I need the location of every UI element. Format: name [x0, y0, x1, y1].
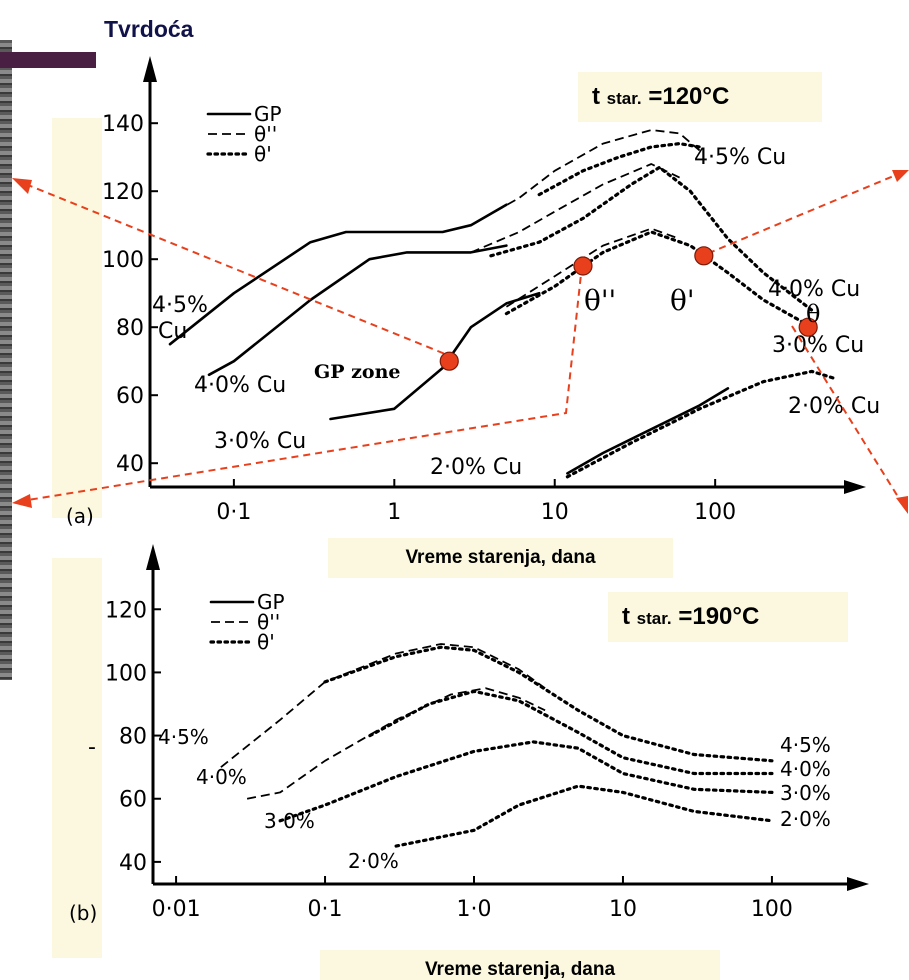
curve-label: 4·0% Cu — [194, 373, 286, 398]
y-tick-label: 80 — [116, 316, 144, 341]
annotation-theta: θ — [806, 300, 820, 328]
curve-label: 2·0% — [780, 807, 831, 831]
background-photo-strip — [0, 40, 12, 680]
series-line — [394, 784, 774, 848]
curve-label: 3·0% — [264, 809, 315, 833]
x-axis-arrowhead — [844, 480, 866, 494]
y-tick-label: 100 — [102, 248, 144, 273]
annotation-arrow-line — [696, 174, 897, 259]
y-tick-label: 60 — [116, 384, 144, 409]
series-line — [566, 387, 730, 475]
x-tick-label: 1 — [387, 500, 401, 525]
annotation-overlay: GP zone θ'' θ' θ — [12, 170, 909, 514]
annotation-arrowhead — [892, 170, 909, 182]
annotation-arrow-line — [791, 325, 901, 501]
annotation-arrowhead — [12, 178, 32, 194]
series-line — [220, 643, 546, 768]
legend-label: θ'' — [257, 610, 280, 634]
x-tick-label: 100 — [694, 500, 736, 525]
series-line — [537, 142, 702, 197]
phase-marker — [439, 351, 459, 371]
x-axis-label-b: Vreme starenja, dana — [320, 950, 720, 980]
phase-marker — [694, 246, 714, 266]
y-axis-arrowhead — [146, 544, 160, 570]
curve-label: 4·0% — [780, 757, 831, 781]
curve-label: 4·0% Cu — [768, 277, 860, 302]
x-tick-label: 1·0 — [457, 897, 492, 922]
series-line — [470, 129, 701, 226]
y-tick-label: 140 — [102, 112, 144, 137]
series-line — [489, 165, 814, 312]
panel-label: (a) — [66, 504, 94, 528]
x-tick-label: 0·1 — [308, 897, 343, 922]
series-line — [168, 203, 508, 346]
curve-label: 4·0% — [196, 765, 247, 789]
series-line — [329, 291, 541, 421]
chart-panel-b: 40 60 80 100 120 0·01 0·1 1·0 10 100 GPθ''θ' (b) 4·5… — [69, 544, 869, 925]
y-tick-label: 100 — [105, 661, 147, 686]
series-line — [278, 740, 774, 823]
series-line — [470, 163, 680, 254]
y-axis-highlight-b — [52, 558, 102, 958]
y-tick-label: 40 — [119, 851, 147, 876]
curve-label: 3·0% — [780, 781, 831, 805]
curve-label: 3·0% Cu — [214, 429, 306, 454]
annotation-arrow-line — [27, 184, 456, 359]
edge-mark: - — [88, 735, 96, 760]
curve-label: 2·0% — [348, 849, 399, 873]
x-axis-label-a: Vreme starenja, dana — [328, 538, 673, 578]
series-line — [246, 687, 546, 800]
annotation-theta-prime: θ' — [670, 284, 695, 317]
y-axis-arrowhead — [143, 56, 157, 82]
y-axis-highlight-a — [52, 118, 102, 518]
legend-label: GP — [254, 102, 282, 126]
y-tick-label: 40 — [116, 452, 144, 477]
annotation-arrowhead — [12, 494, 32, 508]
series-line — [323, 645, 774, 763]
curve-label: 3·0% Cu — [772, 333, 864, 358]
x-tick-label: 10 — [541, 500, 569, 525]
y-tick-label: 120 — [102, 180, 144, 205]
page-title: Tvrdoća — [104, 16, 194, 42]
panel-label: (b) — [69, 901, 97, 925]
title-underline-bar — [0, 52, 96, 68]
legend-label: θ'' — [254, 122, 277, 146]
curve-label: Cu — [158, 319, 187, 344]
curve-label: 4·5% — [152, 293, 208, 318]
annotation-arrow-line — [27, 264, 583, 501]
curve-label: 4·5% — [780, 733, 831, 757]
legend-label: θ' — [254, 142, 272, 166]
phase-marker — [798, 317, 818, 337]
temp-label-b: t star. =190°C — [608, 592, 848, 642]
curve-label: 2·0% Cu — [430, 455, 522, 480]
series-line — [565, 369, 836, 479]
series-line — [207, 244, 508, 377]
curve-label: 4·5% Cu — [694, 145, 786, 170]
x-tick-label: 10 — [609, 897, 637, 922]
annotation-arrowhead — [896, 496, 908, 514]
y-tick-label: 60 — [119, 788, 147, 813]
curve-label: 2·0% Cu — [788, 394, 880, 419]
x-axis-arrowhead — [847, 877, 869, 891]
legend-label: GP — [257, 590, 285, 614]
temp-label-a: t star. =120°C — [578, 72, 822, 122]
annotation-gp-zone: GP zone — [314, 361, 401, 383]
curve-label: 4·5% — [158, 725, 209, 749]
series-line — [504, 230, 814, 329]
y-tick-label: 80 — [119, 725, 147, 750]
x-tick-label: 0·1 — [216, 500, 251, 525]
series-line — [368, 689, 774, 776]
x-tick-label: 100 — [751, 897, 793, 922]
legend-label: θ' — [257, 630, 275, 654]
phase-marker — [573, 256, 593, 276]
x-tick-label: 0·01 — [152, 897, 201, 922]
y-tick-label: 120 — [105, 598, 147, 623]
series-line — [505, 227, 680, 308]
annotation-theta-double-prime: θ'' — [584, 284, 616, 317]
